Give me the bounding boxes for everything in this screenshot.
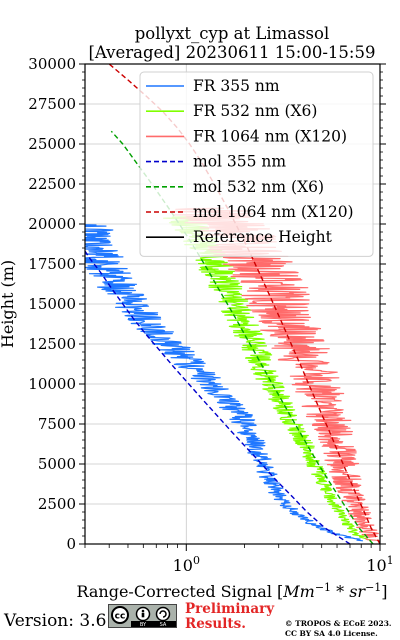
version-label: Version: 3.6 [4, 611, 107, 631]
series-fr-532-nm-x6 [163, 215, 372, 542]
y-tick-label: 20000 [28, 215, 76, 233]
legend-label: Reference Height [193, 228, 333, 246]
y-tick-label: 30000 [28, 55, 76, 73]
series-mol-355-nm [85, 250, 351, 544]
legend-label: mol 355 nm [193, 153, 286, 171]
preliminary-notice: Preliminary Results. [185, 602, 274, 632]
legend-label: FR 355 nm [193, 77, 280, 95]
x-axis-label: Range-Corrected Signal [Mm−1 * sr−1] [76, 581, 387, 601]
chart-title: pollyxt_cyp at Limassol [135, 24, 330, 43]
series-mol-532-nm-x6 [110, 130, 374, 544]
svg-text:BY: BY [140, 622, 147, 627]
legend-box [139, 71, 374, 257]
y-axis-label: Height (m) [0, 260, 17, 348]
preliminary-line-2: Results. [185, 616, 246, 632]
y-tick-label: 12500 [28, 335, 76, 353]
svg-text:SA: SA [160, 622, 167, 627]
series-fr-355-nm [85, 224, 363, 542]
y-tick-label: 2500 [38, 495, 76, 513]
svg-text:cc: cc [115, 612, 126, 622]
chart-subtitle: [Averaged] 20230611 15:00-15:59 [89, 43, 376, 62]
copyright-notice: © TROPOS & ECoE 2023. CC BY SA 4.0 Licen… [285, 619, 392, 639]
x-tick-label: 101 [366, 554, 393, 575]
legend-label: mol 1064 nm (X120) [193, 203, 354, 221]
y-tick-label: 5000 [38, 455, 76, 473]
y-tick-label: 27500 [28, 95, 76, 113]
y-tick-label: 7500 [38, 415, 76, 433]
y-tick-label: 22500 [28, 175, 76, 193]
y-tick-label: 25000 [28, 135, 76, 153]
y-tick-label: 0 [66, 535, 76, 553]
copyright-line-1: © TROPOS & ECoE 2023. [285, 619, 392, 628]
cc-license-badge: cc BY SA [108, 604, 177, 628]
legend: FR 355 nm FR 532 nm (X6) FR 1064 nm (X120)… [139, 71, 374, 257]
preliminary-line-1: Preliminary [185, 601, 275, 617]
legend-label: FR 532 nm (X6) [193, 102, 317, 120]
y-tick-label: 15000 [28, 295, 76, 313]
legend-label: mol 532 nm (X6) [193, 178, 324, 196]
legend-label: FR 1064 nm (X120) [193, 127, 347, 145]
y-tick-label: 10000 [28, 375, 76, 393]
copyright-line-2: CC BY SA 4.0 License. [285, 629, 378, 638]
x-tick-label: 100 [173, 554, 200, 575]
y-tick-label: 17500 [28, 255, 76, 273]
series-fr-1064-nm-x120 [172, 207, 380, 542]
